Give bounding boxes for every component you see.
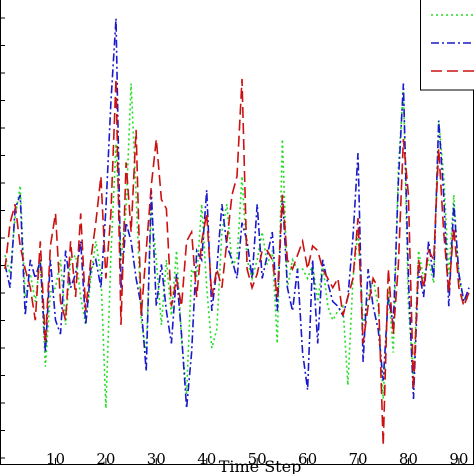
x-tick-label: 80 [399, 450, 418, 468]
x-tick-label: 50 [248, 450, 267, 468]
series-lines [4, 18, 470, 446]
x-tick-label: 70 [348, 450, 367, 468]
x-tick-label: 30 [147, 450, 166, 468]
x-tick-label: 60 [298, 450, 317, 468]
series-line-3 [4, 78, 470, 446]
legend [420, 0, 474, 91]
x-tick-label: 90 [449, 450, 468, 468]
x-axis-label: Time Step [219, 457, 302, 474]
legend-box [420, 0, 474, 91]
x-axis-ticks: 10 20 30 40 50 60 70 80 90 [0, 17, 468, 468]
series-line-2 [4, 18, 470, 409]
x-tick-label: 10 [46, 450, 65, 468]
x-tick-label: 40 [197, 450, 216, 468]
x-tick-label: 20 [96, 450, 115, 468]
